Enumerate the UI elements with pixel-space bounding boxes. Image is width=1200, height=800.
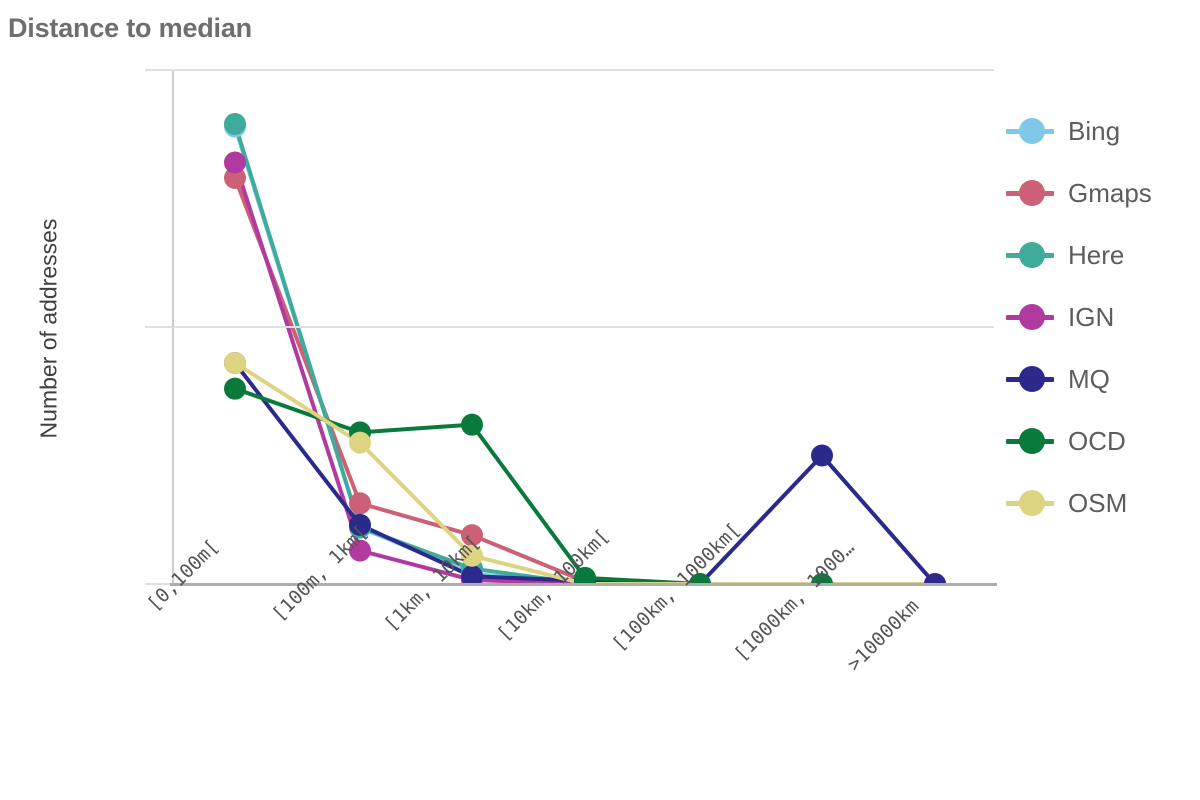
- legend-swatch-icon: [1006, 490, 1054, 516]
- x-tick-label: [0,100m[: [143, 535, 224, 616]
- legend-item-mq[interactable]: MQ: [1006, 348, 1200, 410]
- legend: Bing Gmaps Here IGN MQ OCD OSM: [1006, 100, 1200, 534]
- data-point-marker[interactable]: [461, 524, 483, 547]
- legend-item-ocd[interactable]: OCD: [1006, 410, 1200, 472]
- legend-item-label: Gmaps: [1068, 177, 1152, 208]
- x-tick-label: [1km, 10km[: [380, 531, 485, 636]
- legend-item-label: MQ: [1068, 363, 1110, 394]
- data-point-marker[interactable]: [349, 513, 371, 536]
- data-point-marker[interactable]: [461, 565, 483, 584]
- legend-item-here[interactable]: Here: [1006, 224, 1200, 286]
- legend-item-label: Bing: [1068, 115, 1121, 146]
- data-point-marker[interactable]: [224, 112, 246, 135]
- series-canvas: [224, 112, 946, 584]
- data-point-marker[interactable]: [224, 166, 246, 189]
- data-point-marker[interactable]: [461, 413, 483, 436]
- legend-item-osm[interactable]: OSM: [1006, 472, 1200, 534]
- legend-item-gmaps[interactable]: Gmaps: [1006, 162, 1200, 224]
- legend-item-ign[interactable]: IGN: [1006, 286, 1200, 348]
- data-point-marker[interactable]: [224, 151, 246, 174]
- data-point-marker[interactable]: [349, 431, 371, 454]
- x-tick-label: [100m, 1km[: [268, 521, 373, 626]
- y-axis-ticks: 10k5k0: [0, 0, 172, 800]
- legend-swatch-icon: [1006, 366, 1054, 392]
- legend-item-label: IGN: [1068, 301, 1115, 332]
- legend-swatch-icon: [1006, 428, 1054, 454]
- data-point-marker[interactable]: [924, 573, 946, 584]
- legend-item-label: Here: [1068, 239, 1125, 270]
- x-tick-label: [10km, 100km[: [493, 524, 614, 646]
- data-point-marker[interactable]: [574, 566, 596, 584]
- x-tick-label: >10000km: [843, 595, 924, 676]
- legend-item-label: OSM: [1068, 487, 1128, 518]
- legend-item-bing[interactable]: Bing: [1006, 100, 1200, 162]
- y-tick-mark: [145, 326, 172, 328]
- data-point-marker[interactable]: [224, 351, 246, 374]
- y-tick-mark: [145, 69, 172, 71]
- x-tick-label: [1000km, 1000…: [730, 536, 859, 666]
- x-axis-line: [170, 583, 997, 586]
- data-point-marker[interactable]: [461, 544, 483, 567]
- page-title: Distance to median: [8, 13, 252, 43]
- y-tick-mark: [145, 583, 172, 585]
- data-point-marker[interactable]: [811, 444, 833, 467]
- legend-item-label: OCD: [1068, 425, 1126, 456]
- data-point-marker[interactable]: [224, 377, 246, 400]
- legend-swatch-icon: [1006, 118, 1054, 144]
- data-point-marker[interactable]: [349, 492, 371, 515]
- data-point-marker[interactable]: [689, 573, 711, 584]
- data-point-marker[interactable]: [349, 539, 371, 562]
- legend-swatch-icon: [1006, 242, 1054, 268]
- gridline: [173, 69, 994, 71]
- legend-swatch-icon: [1006, 304, 1054, 330]
- gridline: [173, 326, 994, 328]
- x-tick-label: [100km, 1000km[: [608, 518, 745, 656]
- data-point-marker[interactable]: [811, 573, 833, 584]
- plot-area: [173, 69, 994, 584]
- legend-swatch-icon: [1006, 180, 1054, 206]
